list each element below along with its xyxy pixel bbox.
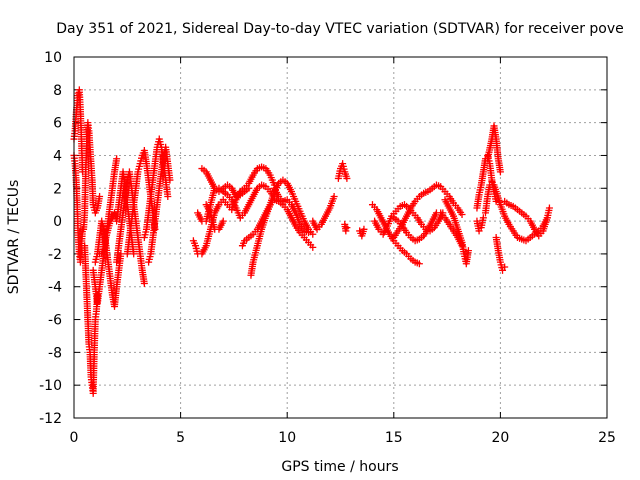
y-tick-label: -12: [39, 411, 62, 427]
data-point: [140, 279, 148, 287]
data-point: [342, 227, 350, 235]
data-point: [309, 230, 317, 238]
x-tick-label: 0: [70, 430, 79, 446]
data-point: [113, 155, 121, 163]
y-tick-label: 0: [53, 214, 62, 230]
x-tick-label: 15: [385, 430, 403, 446]
data-point: [130, 250, 138, 258]
data-point: [330, 192, 338, 200]
data-point: [219, 217, 227, 225]
plot-frame: [73, 56, 608, 419]
data-point: [309, 243, 317, 251]
data-point: [96, 192, 104, 200]
y-tick-label: 8: [53, 83, 62, 99]
y-tick-label: 2: [53, 181, 62, 197]
y-tick-label: -10: [39, 378, 62, 394]
data-point: [479, 214, 487, 222]
x-tick-label: 10: [278, 430, 296, 446]
x-tick-label: 20: [491, 430, 509, 446]
chart-title: Day 351 of 2021, Sidereal Day-to-day VTE…: [56, 21, 624, 37]
y-tick-label: -6: [48, 313, 62, 329]
data-point: [305, 229, 313, 237]
data-point: [360, 225, 368, 233]
y-tick-label: -4: [48, 280, 62, 296]
data-point: [164, 192, 172, 200]
data-point: [74, 89, 82, 97]
y-tick-label: -8: [48, 345, 62, 361]
x-tick-label: 25: [598, 430, 616, 446]
data-point: [501, 263, 509, 271]
data-point: [343, 224, 351, 232]
data-point: [166, 176, 174, 184]
data-point: [545, 204, 553, 212]
y-tick-label: -2: [48, 247, 62, 263]
y-axis-label: SDTVAR / TECUs: [6, 180, 22, 295]
grid-lines: [74, 57, 607, 418]
data-point: [464, 247, 472, 255]
data-point: [245, 184, 253, 192]
data-point: [343, 174, 351, 182]
y-tick-label: 10: [44, 50, 62, 66]
x-axis-label: GPS time / hours: [281, 459, 398, 475]
data-point: [458, 211, 466, 219]
y-tick-label: 6: [53, 116, 62, 132]
data-point: [117, 250, 125, 258]
x-tick-label: 5: [176, 430, 185, 446]
y-tick-label: 4: [53, 148, 62, 164]
data-point: [415, 260, 423, 268]
data-point: [496, 168, 504, 176]
data-points: [70, 86, 553, 397]
